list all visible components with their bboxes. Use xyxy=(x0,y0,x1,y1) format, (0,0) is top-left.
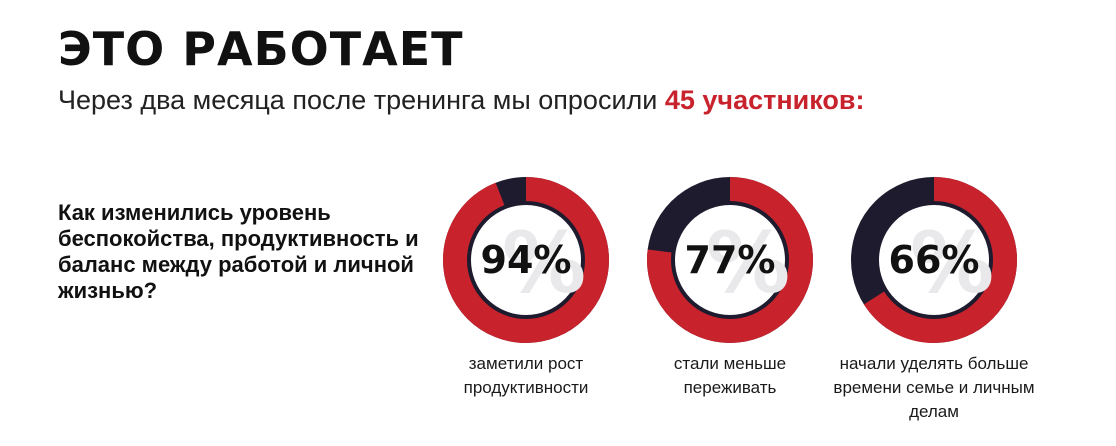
participants-count: 45 участников: xyxy=(664,85,865,115)
caption-anxiety: стали меньше переживать xyxy=(673,354,787,397)
gauge-family-time: % 66% xyxy=(834,160,1034,360)
subtitle-text: Через два месяца после тренинга мы опрос… xyxy=(58,85,665,115)
donut-inner-ring xyxy=(875,201,993,319)
percent-watermark-icon: % xyxy=(910,214,994,312)
percent-watermark-icon: % xyxy=(502,214,586,312)
donut-value-arc xyxy=(851,177,1017,343)
donut-chart: % xyxy=(851,177,1017,343)
subtitle: Через два месяца после тренинга мы опрос… xyxy=(58,84,865,116)
donut-inner-ring xyxy=(671,201,789,319)
donut-chart: % xyxy=(647,177,813,343)
gauge-anxiety: % 77% xyxy=(630,160,830,360)
donut-value-arc xyxy=(443,177,609,343)
donut-value-arc xyxy=(647,177,813,343)
donut-inner-ring xyxy=(467,201,585,319)
gauge-productivity: % 94% xyxy=(426,160,626,360)
caption-productivity: заметили рост продуктивности xyxy=(463,354,589,397)
caption-family-time: начали уделять больше времени семье и ли… xyxy=(833,354,1035,421)
percent-watermark-icon: % xyxy=(706,214,790,312)
percent-value: 77% xyxy=(684,238,776,282)
percent-value: 66% xyxy=(888,238,980,282)
percent-value: 94% xyxy=(480,238,572,282)
question-text: Как изменились уровень беспокойства, про… xyxy=(58,200,419,303)
page-title: ЭТО РАБОТАЕТ xyxy=(58,22,464,76)
donut-chart: % xyxy=(443,177,609,343)
